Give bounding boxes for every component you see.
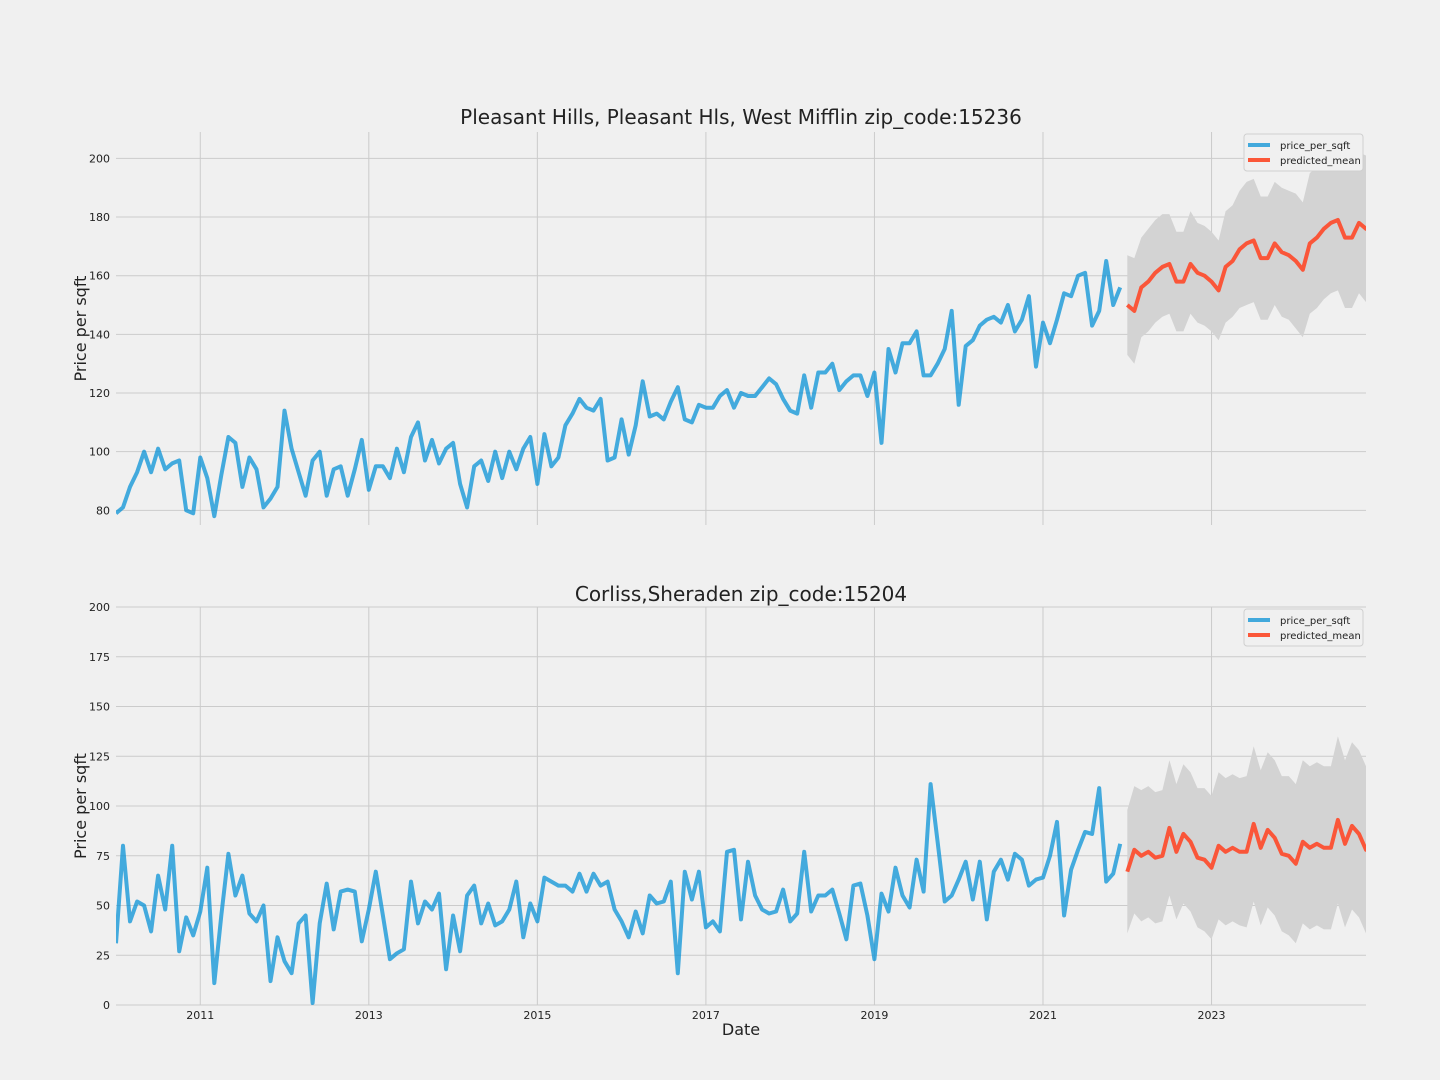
legend: price_per_sqft predicted_mean	[1243, 133, 1364, 172]
legend-box	[1243, 133, 1364, 172]
chart-pleasant-hills: 80 100 120 140 160 180 200 Pleasant Hills, Plea…	[71, 105, 1366, 525]
chart-title: Corliss,Sheraden zip_code:15204	[575, 582, 907, 606]
series-line-predicted-mean	[1126, 218, 1366, 313]
legend-entry: predicted_mean	[1280, 631, 1361, 642]
x-tick-label: 2017	[692, 1009, 720, 1022]
confidence-band	[1127, 736, 1366, 944]
plot-area	[116, 149, 1366, 519]
plot-area	[116, 736, 1366, 1005]
x-tick-label: 2019	[860, 1009, 888, 1022]
y-tick-label: 200	[89, 152, 110, 165]
confidence-band	[1127, 149, 1366, 364]
legend-entry: price_per_sqft	[1280, 616, 1350, 627]
series-line-predicted-mean	[1125, 817, 1366, 873]
chart-corliss-sheraden: 0 25 50 75 100 125 150 175 200 2011 2013 2015 2017 20…	[71, 582, 1366, 1039]
y-tick-label: 75	[96, 850, 110, 863]
legend-entry: price_per_sqft	[1280, 141, 1350, 152]
y-tick-label: 150	[89, 701, 110, 714]
y-axis-label: Price per sqft	[71, 276, 90, 382]
y-tick-label: 125	[89, 750, 110, 763]
y-tick-label: 180	[89, 211, 110, 224]
y-tick-label: 100	[89, 446, 110, 459]
x-tick-label: 2015	[523, 1009, 551, 1022]
chart-title: Pleasant Hills, Pleasant Hls, West Miffl…	[460, 105, 1022, 129]
y-tick-label: 175	[89, 651, 110, 664]
y-tick-label: 160	[89, 270, 110, 283]
x-tick-label: 2011	[186, 1009, 214, 1022]
legend-box	[1243, 608, 1364, 647]
y-tick-label: 120	[89, 387, 110, 400]
y-tick-label: 0	[103, 999, 110, 1012]
legend-entry: predicted_mean	[1280, 156, 1361, 167]
y-tick-label: 80	[96, 504, 110, 517]
x-axis-label: Date	[722, 1020, 760, 1039]
series-line-price-per-sqft	[116, 259, 1123, 519]
y-axis-label: Price per sqft	[71, 753, 90, 859]
y-tick-label: 100	[89, 800, 110, 813]
y-tick-label: 50	[96, 900, 110, 913]
y-tick-label: 200	[89, 601, 110, 614]
series-line-price-per-sqft	[116, 782, 1123, 1005]
x-tick-label: 2023	[1198, 1009, 1226, 1022]
y-tick-label: 140	[89, 328, 110, 341]
x-tick-label: 2021	[1029, 1009, 1057, 1022]
legend: price_per_sqft predicted_mean	[1243, 608, 1364, 647]
x-tick-label: 2013	[355, 1009, 383, 1022]
y-tick-label: 25	[96, 949, 110, 962]
